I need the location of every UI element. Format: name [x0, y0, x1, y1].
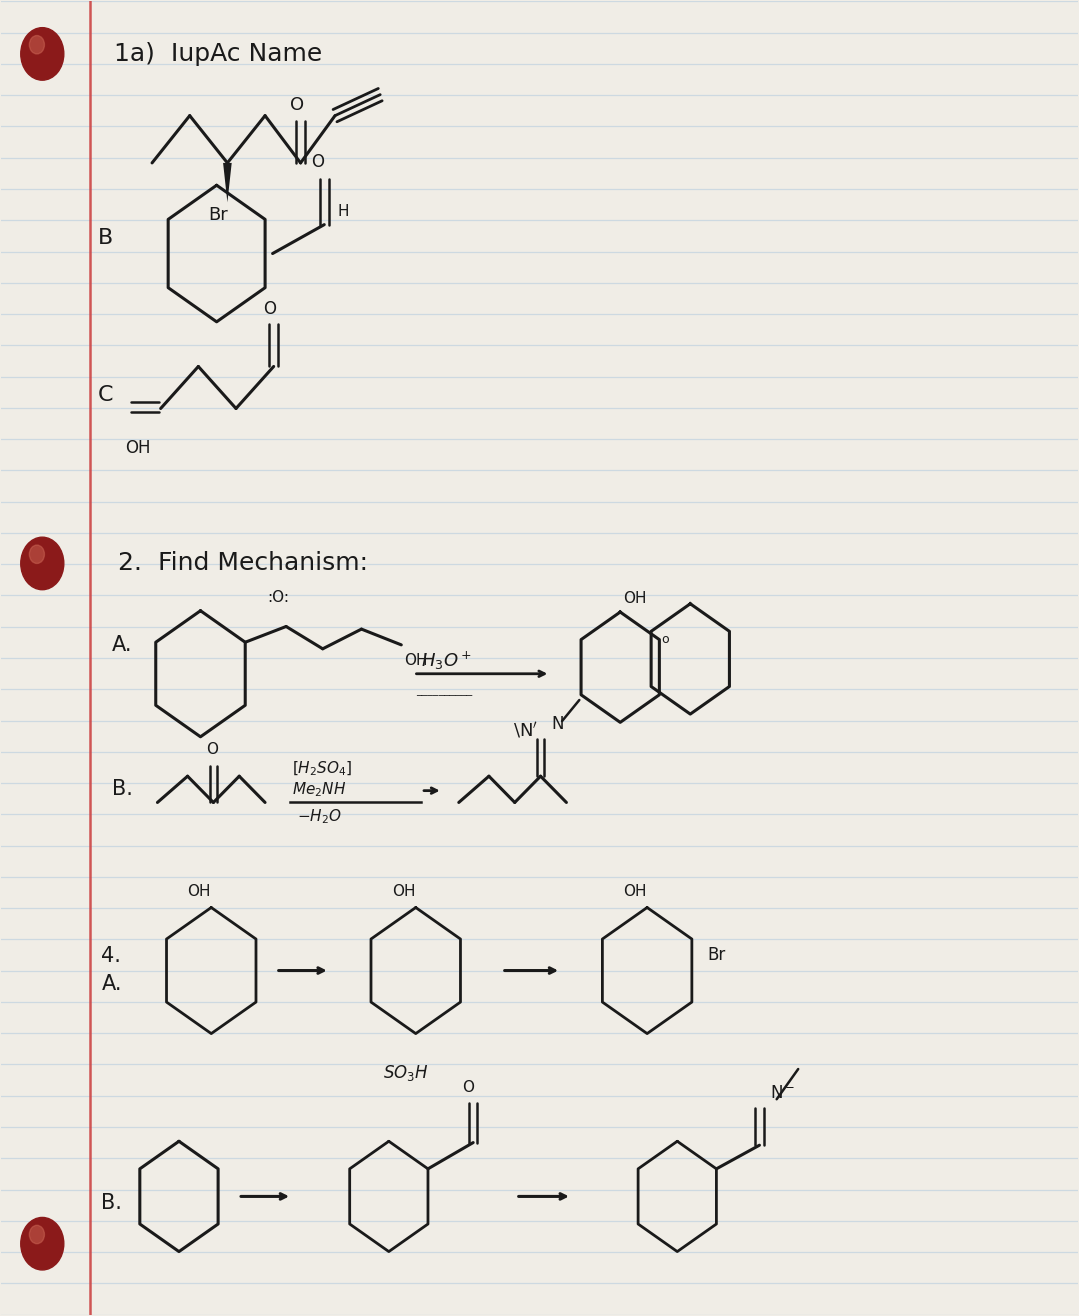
Text: OH: OH	[188, 884, 211, 899]
Text: OH: OH	[125, 438, 151, 457]
Text: A.: A.	[101, 974, 122, 994]
Text: __________: __________	[415, 686, 472, 696]
Circle shape	[21, 1217, 64, 1270]
Text: 1a)  IupAc Name: 1a) IupAc Name	[114, 42, 323, 66]
Circle shape	[29, 36, 44, 54]
Polygon shape	[223, 163, 232, 203]
Text: O: O	[206, 742, 218, 758]
Text: $\backslash$N$^{\prime}$: $\backslash$N$^{\prime}$	[513, 720, 537, 740]
Text: OH: OH	[624, 884, 647, 899]
Text: B.: B.	[112, 779, 133, 799]
Text: 2.  Find Mechanism:: 2. Find Mechanism:	[118, 551, 368, 575]
Text: OH: OH	[392, 884, 415, 899]
Text: $H_3O^+$: $H_3O^+$	[421, 650, 473, 671]
Text: Br: Br	[208, 207, 228, 225]
Text: o: o	[661, 633, 669, 646]
Text: C: C	[98, 386, 113, 405]
Text: O: O	[463, 1080, 475, 1095]
Text: N: N	[551, 715, 564, 733]
Text: 4.: 4.	[101, 946, 121, 966]
Text: $SO_3H$: $SO_3H$	[383, 1063, 429, 1083]
Text: O: O	[290, 96, 304, 114]
Text: B: B	[98, 228, 113, 247]
Text: H: H	[337, 204, 349, 218]
Text: $- H_2O$: $- H_2O$	[298, 808, 342, 826]
Text: $[H_2SO_4]$: $[H_2SO_4]$	[292, 759, 352, 778]
Text: Br: Br	[708, 946, 726, 963]
Circle shape	[21, 537, 64, 590]
Text: OH: OH	[405, 653, 428, 669]
Text: $Me_2NH$: $Me_2NH$	[292, 780, 346, 799]
Text: O: O	[263, 300, 276, 317]
Text: :O:: :O:	[267, 590, 289, 605]
Text: A.: A.	[112, 634, 133, 655]
Text: B.: B.	[101, 1194, 122, 1213]
Circle shape	[29, 1225, 44, 1244]
Circle shape	[21, 28, 64, 80]
Text: N$^-$: N$^-$	[770, 1083, 795, 1101]
Text: O: O	[312, 153, 325, 171]
Circle shape	[29, 545, 44, 563]
Text: OH: OH	[624, 591, 647, 607]
